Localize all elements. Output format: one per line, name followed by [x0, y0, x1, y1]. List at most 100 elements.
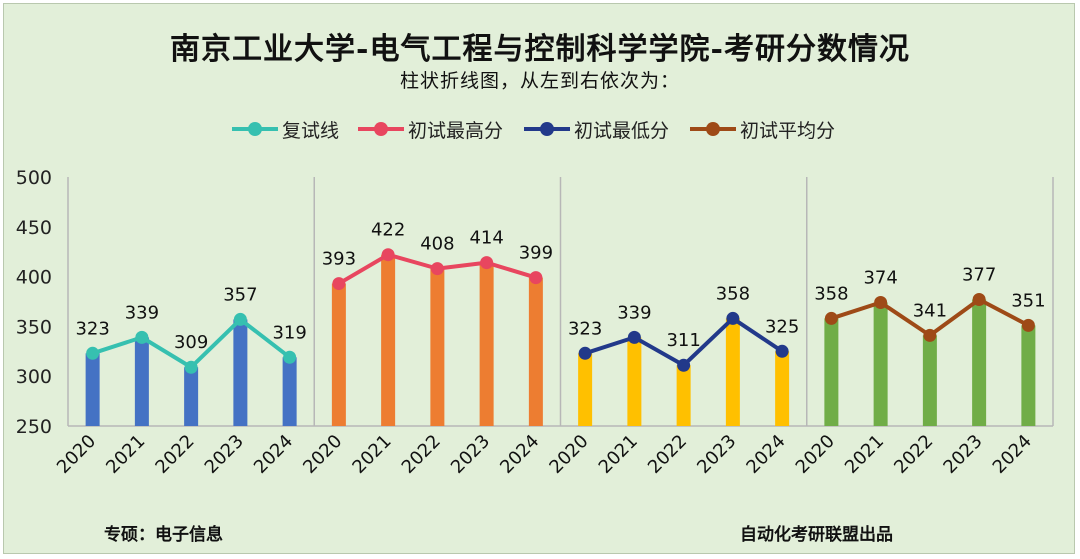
data-label: 374 — [863, 267, 897, 288]
data-label: 325 — [765, 316, 799, 337]
data-label: 339 — [617, 302, 651, 323]
bar — [1021, 325, 1036, 426]
legend-label: 初试最高分 — [408, 119, 504, 142]
legend-item-retest-line: 复试线 — [232, 116, 339, 142]
data-point — [283, 350, 297, 364]
data-point — [529, 271, 543, 285]
data-point — [824, 311, 838, 325]
data-point — [923, 328, 937, 342]
data-label: 311 — [666, 330, 700, 351]
legend-label: 初试平均分 — [740, 119, 836, 142]
data-label: 323 — [568, 318, 602, 339]
x-tick-label: 2022 — [151, 431, 198, 478]
bar — [381, 254, 396, 426]
x-tick-label: 2023 — [447, 431, 494, 478]
legend-label: 复试线 — [282, 119, 340, 142]
data-point — [627, 330, 641, 344]
data-label: 358 — [716, 283, 750, 304]
x-tick-label: 2021 — [348, 431, 395, 478]
legend-line-marker-icon — [232, 116, 278, 142]
legend-swatch-dot — [374, 122, 388, 136]
bar — [528, 277, 543, 426]
x-tick-label: 2021 — [102, 431, 149, 478]
chart-title: 南京工业大学-电气工程与控制科学学院-考研分数情况 — [170, 32, 910, 67]
y-tick-label: 400 — [16, 267, 52, 289]
data-point — [381, 248, 395, 262]
y-tick-label: 350 — [16, 316, 52, 338]
bar — [676, 365, 691, 426]
data-point — [480, 256, 494, 270]
data-label: 393 — [322, 249, 356, 270]
x-tick-label: 2022 — [644, 431, 691, 478]
bar — [972, 299, 987, 426]
legend: 复试线 初试最高分 初试最低分 初试平均分 — [0, 116, 1080, 142]
bar — [578, 353, 593, 426]
y-tick-label: 250 — [16, 416, 52, 438]
data-point — [775, 344, 789, 358]
x-tick-label: 2023 — [693, 431, 740, 478]
data-label: 414 — [469, 228, 503, 249]
bar — [430, 268, 445, 426]
x-tick-label: 2024 — [989, 431, 1036, 478]
data-point — [184, 360, 198, 374]
data-point — [332, 277, 346, 291]
x-tick-label: 2020 — [545, 431, 592, 478]
x-tick-label: 2022 — [890, 431, 937, 478]
data-label: 319 — [272, 322, 306, 343]
data-point — [135, 330, 149, 344]
legend-line-marker-icon — [690, 116, 736, 142]
bar — [725, 318, 740, 426]
bar — [331, 283, 346, 426]
data-label: 351 — [1011, 290, 1045, 311]
data-label: 341 — [913, 300, 947, 321]
data-point — [726, 311, 740, 325]
chart-subtitle: 柱状折线图，从左到右依次为： — [399, 70, 680, 92]
y-tick-label: 450 — [16, 217, 52, 239]
data-label: 422 — [371, 220, 405, 241]
y-tick-label: 500 — [16, 167, 52, 189]
data-point — [233, 312, 247, 326]
legend-label: 初试最低分 — [574, 119, 670, 142]
data-point — [430, 262, 444, 276]
data-label: 377 — [962, 265, 996, 286]
bar — [184, 367, 199, 426]
x-tick-label: 2023 — [939, 431, 986, 478]
data-point — [874, 295, 888, 309]
bar — [824, 318, 839, 426]
data-label: 358 — [814, 283, 848, 304]
bar — [233, 319, 248, 426]
x-tick-label: 2021 — [595, 431, 642, 478]
bar — [85, 353, 100, 426]
x-tick-label: 2020 — [53, 431, 100, 478]
legend-item-max-score: 初试最高分 — [358, 116, 503, 142]
footer-major: 专硕：电子信息 — [104, 525, 223, 545]
x-tick-label: 2024 — [250, 431, 297, 478]
data-point — [578, 346, 592, 360]
data-label: 323 — [75, 318, 109, 339]
data-label: 309 — [174, 332, 208, 353]
x-tick-label: 2024 — [496, 431, 543, 478]
footer-credit: 自动化考研联盟出品 — [740, 525, 893, 545]
legend-line-marker-icon — [524, 116, 570, 142]
legend-swatch-dot — [248, 122, 262, 136]
x-tick-label: 2022 — [398, 431, 445, 478]
legend-line-marker-icon — [358, 116, 404, 142]
data-point — [86, 346, 100, 360]
legend-swatch-dot — [706, 122, 720, 136]
bar — [775, 351, 790, 426]
x-tick-label: 2021 — [841, 431, 888, 478]
data-point — [677, 358, 691, 372]
bar — [282, 357, 297, 426]
bar — [922, 335, 937, 426]
data-point — [972, 293, 986, 307]
bar — [134, 337, 149, 426]
data-label: 408 — [420, 234, 454, 255]
bar — [479, 262, 494, 426]
x-tick-label: 2023 — [201, 431, 248, 478]
bar — [627, 337, 642, 426]
legend-swatch-dot — [540, 122, 554, 136]
data-point — [1021, 318, 1035, 332]
x-tick-label: 2020 — [299, 431, 346, 478]
data-label: 399 — [519, 243, 553, 264]
